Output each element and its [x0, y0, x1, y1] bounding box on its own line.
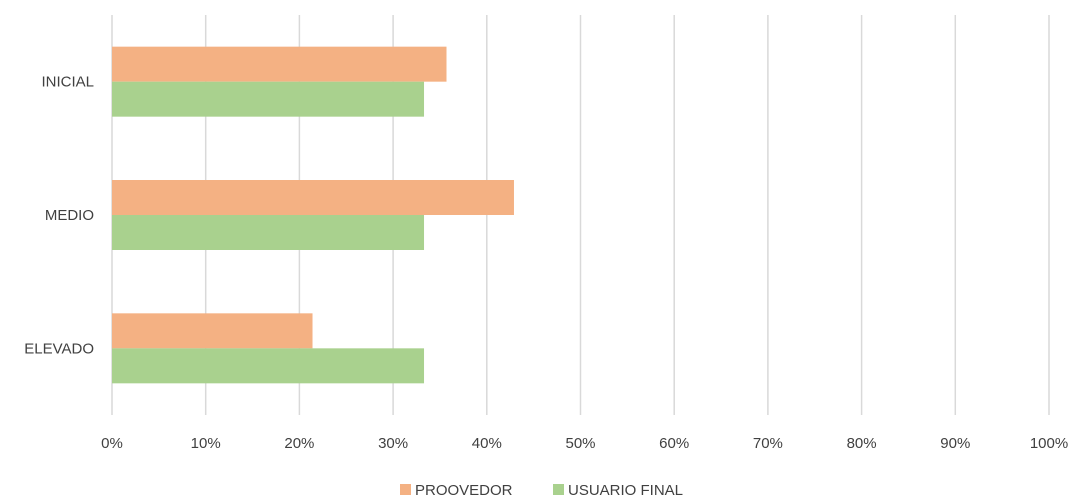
x-tick-label: 0% [101, 435, 123, 452]
legend-item-proovedor: PROOVEDOR [400, 482, 513, 499]
x-tick-label: 10% [191, 435, 221, 452]
x-tick-label: 50% [565, 435, 595, 452]
bar-proovedor-inicial [112, 46, 447, 82]
legend-swatch [553, 484, 564, 495]
category-label-inicial: INICIAL [41, 74, 94, 91]
x-tick-label: 40% [472, 435, 502, 452]
x-tick-label: 20% [284, 435, 314, 452]
x-tick-label: 100% [1030, 435, 1068, 452]
legend-swatch [400, 484, 411, 495]
legend-item-usuario-final: USUARIO FINAL [553, 482, 683, 499]
bar-proovedor-medio [112, 180, 514, 215]
bar-usuario-final-medio [112, 215, 425, 250]
category-label-elevado: ELEVADO [24, 340, 94, 357]
legend: PROOVEDOR USUARIO FINAL [400, 482, 683, 499]
bar-proovedor-elevado [112, 313, 313, 349]
bar-usuario-final-inicial [112, 81, 425, 117]
x-tick-label: 70% [753, 435, 783, 452]
x-tick-label: 80% [847, 435, 877, 452]
bar-usuario-final-elevado [112, 348, 425, 384]
category-label-medio: MEDIO [45, 207, 94, 224]
x-axis-tick-labels: 0% 10% 20% 30% 40% 50% 60% 70% 80% 90% 100% [101, 435, 1068, 452]
legend-label: USUARIO FINAL [568, 482, 683, 499]
x-tick-label: 30% [378, 435, 408, 452]
bars [112, 46, 514, 384]
legend-label: PROOVEDOR [415, 482, 513, 499]
x-tick-label: 60% [659, 435, 689, 452]
x-tick-label: 90% [940, 435, 970, 452]
category-labels: INICIAL MEDIO ELEVADO [24, 74, 94, 358]
